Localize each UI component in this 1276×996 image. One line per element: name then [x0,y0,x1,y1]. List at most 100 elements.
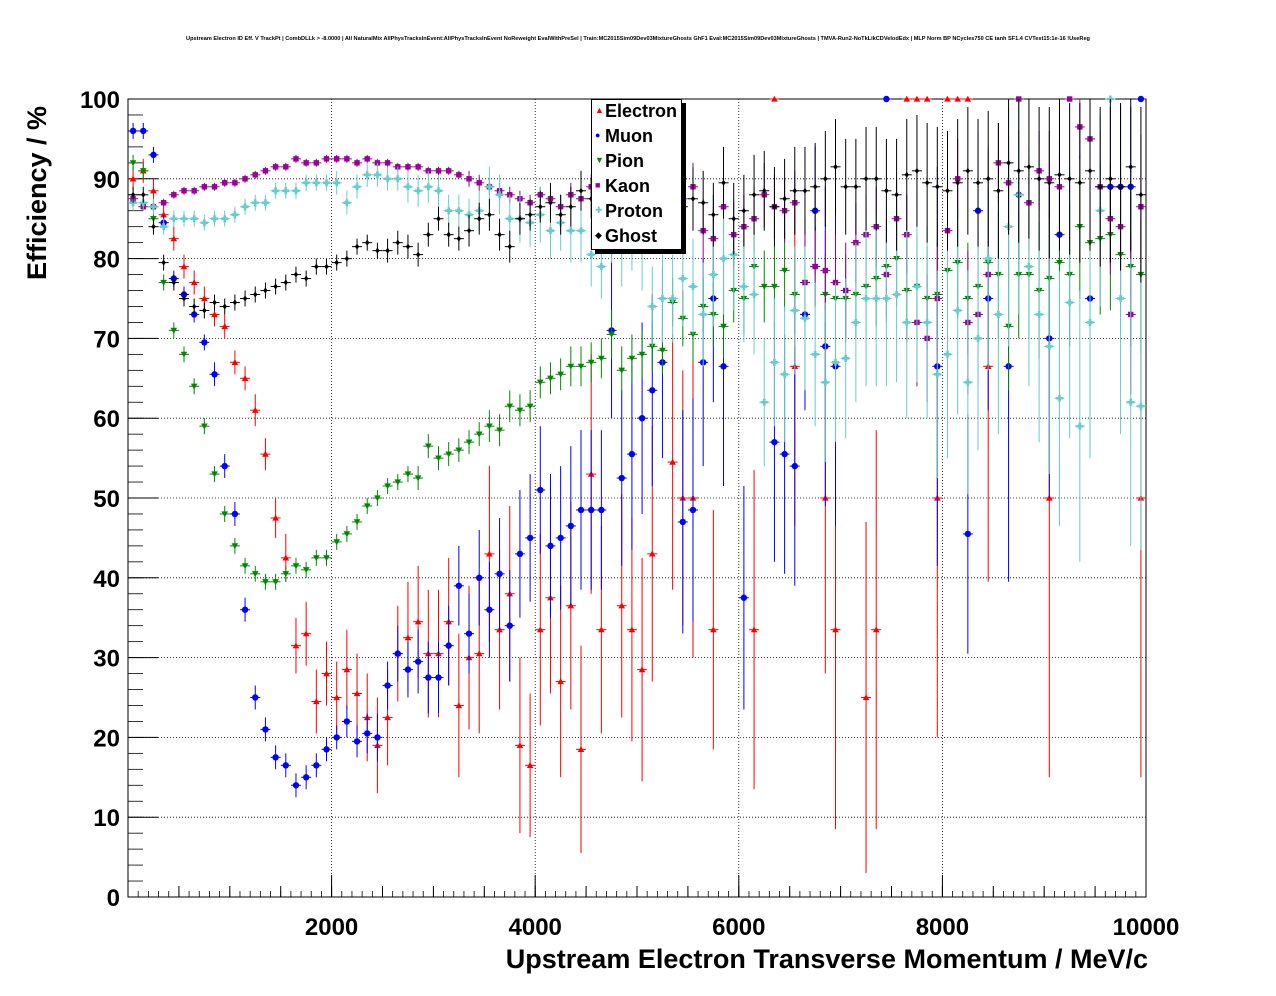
data-point [475,650,483,657]
data-point [139,168,147,175]
data-point [996,187,1001,194]
legend-label: Proton [605,201,663,221]
data-point [923,95,931,102]
data-point [608,331,615,338]
series-ghost [128,99,1146,319]
data-point [883,95,890,103]
x-axis-label: Upstream Electron Transverse Momentum / … [505,944,1148,974]
data-point [333,539,340,546]
data-point [171,192,177,198]
data-point [771,438,778,446]
data-point [201,339,208,346]
data-point [272,164,279,170]
data-point [486,423,493,430]
data-point [923,318,931,326]
data-point [303,160,309,166]
data-point [384,714,391,721]
data-point [1137,402,1145,410]
legend-label: Pion [605,151,644,171]
data-point [772,203,777,210]
data-point [894,191,899,198]
data-point [476,574,483,581]
data-point [821,378,829,386]
data-point [293,156,299,162]
data-point [149,203,157,211]
data-point [1076,422,1084,430]
data-point [567,522,575,530]
data-point [863,175,869,182]
data-point [181,188,187,194]
data-point [435,455,442,462]
data-point [222,303,227,310]
data-point [160,200,167,206]
data-point [242,176,248,182]
data-point [760,398,768,406]
data-point [414,475,422,482]
legend-item-kaon: ■ Kaon [592,175,681,200]
legend-label: Ghost [605,226,657,246]
data-point [404,634,412,641]
data-point [333,179,341,187]
data-point [353,519,361,526]
data-point [232,180,238,186]
data-point [455,207,463,215]
data-point [323,746,330,753]
data-point [506,215,514,223]
data-point [516,550,524,558]
data-point [283,279,288,286]
data-point [323,179,331,187]
data-point [200,219,208,227]
data-point [436,215,441,222]
data-point [1035,310,1043,318]
data-point [302,774,310,781]
data-point [343,531,351,538]
data-point [324,263,329,270]
data-point [954,306,962,314]
data-point [1036,175,1042,182]
data-point [170,215,178,223]
data-point [862,694,870,701]
data-point [1108,175,1113,182]
data-point [700,199,706,206]
data-point [231,510,239,518]
data-point [171,279,177,286]
y-tick-label: 60 [93,406,120,433]
data-point [638,666,646,673]
data-point [893,291,901,299]
data-point [823,175,828,182]
data-point [648,302,656,310]
data-point [782,195,787,202]
data-point [251,199,259,207]
data-point [170,235,178,242]
data-point [812,263,818,270]
data-point [903,318,911,326]
data-point [150,187,157,194]
data-point [231,211,239,219]
y-tick-label: 90 [93,167,120,194]
data-point [526,403,534,410]
data-point [292,563,300,570]
data-point [384,160,391,166]
data-point [374,495,381,502]
data-point [506,403,514,410]
data-point [904,171,909,178]
y-tick-label: 70 [93,326,120,353]
data-point [669,295,677,303]
data-point [984,255,992,263]
data-point [191,303,197,310]
data-point [935,183,940,190]
data-point [781,450,788,458]
legend-label: Electron [605,101,678,121]
data-point [455,582,463,589]
data-point [1117,295,1125,303]
data-point [731,215,736,222]
data-point [802,187,808,194]
data-point [862,295,870,303]
data-point [587,506,595,514]
data-point [760,283,768,290]
data-point [1118,183,1123,190]
data-point [445,451,452,458]
data-point [762,187,767,194]
data-point [160,223,168,231]
data-point [180,215,188,223]
